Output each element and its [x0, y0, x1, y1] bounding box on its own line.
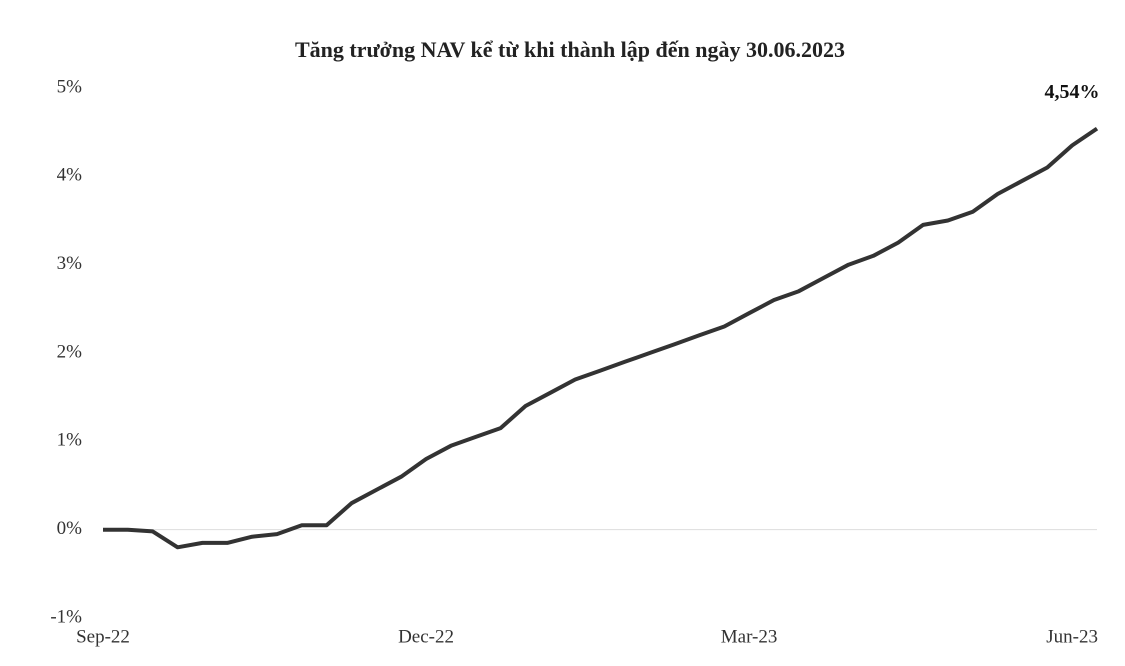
y-tick-label: 0%: [57, 518, 83, 539]
x-tick-label: Jun-23: [1046, 626, 1098, 647]
line: [103, 126, 1099, 550]
y-tick-label: -1%: [50, 606, 82, 627]
value-label: 4,54%: [1045, 81, 1100, 103]
y-tick-label: 5%: [57, 76, 83, 97]
x-tick-label: Sep-22: [76, 626, 130, 647]
x-tick-label: Dec-22: [398, 626, 454, 647]
x-tick-label: Mar-23: [721, 626, 778, 647]
y-tick-label: 1%: [57, 430, 83, 451]
chart-title: Tăng trưởng NAV kể từ khi thành lập đến …: [295, 37, 845, 62]
y-tick-label: 4%: [57, 165, 83, 186]
y-tick-label: 2%: [57, 341, 83, 362]
y-tick-label: 3%: [57, 253, 83, 274]
